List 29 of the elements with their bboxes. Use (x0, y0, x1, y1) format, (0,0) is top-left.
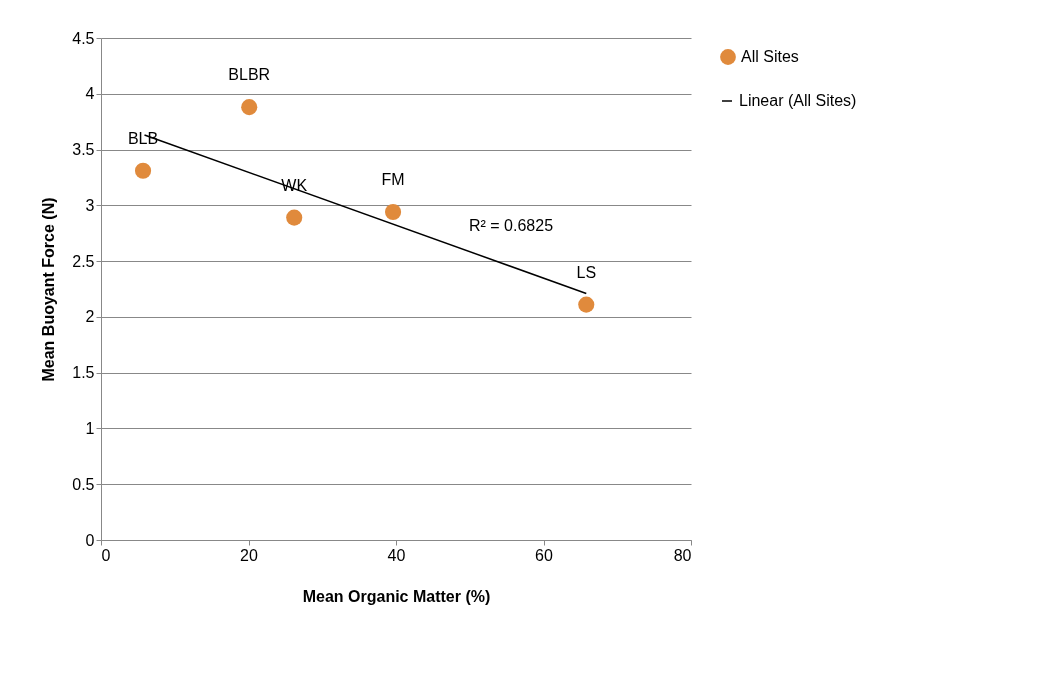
point (578, 296, 595, 313)
legend-label: Linear (All Sites) (739, 92, 857, 109)
x-tick-label: 40 (387, 546, 406, 564)
y-tick-label: 3.5 (72, 141, 95, 159)
x-tick-label: 20 (240, 546, 258, 564)
annotation: BLBR (228, 66, 271, 84)
annotation: FM (381, 171, 405, 189)
x-tick-label: 0 (101, 546, 111, 564)
point (134, 162, 152, 179)
y-tick-label: 2 (85, 308, 95, 326)
point (384, 203, 402, 221)
y-tick-label: 4.5 (72, 29, 95, 47)
y-tick-label: 0 (85, 531, 95, 549)
point (241, 99, 258, 116)
y-axis-title: Mean Buoyant Force (N) (40, 197, 58, 382)
y-tick-label: 3 (85, 196, 95, 214)
x-tick-label: 60 (535, 546, 553, 564)
x-tick-label: 80 (673, 546, 692, 564)
annotation: R² = 0.6825 (468, 217, 554, 234)
y-tick-label: 1 (85, 419, 95, 437)
x-axis-title: Mean Organic Matter (%) (302, 587, 491, 605)
annotation: LS (576, 263, 597, 281)
y-tick-label: 2.5 (72, 252, 95, 270)
y-tick-label: 1.5 (72, 364, 95, 382)
y-tick-label: 4 (85, 85, 95, 103)
legend-label: All Sites (741, 48, 799, 65)
point (286, 209, 303, 226)
annotation: BLB (127, 129, 159, 147)
y-tick-label: 0.5 (72, 475, 95, 493)
